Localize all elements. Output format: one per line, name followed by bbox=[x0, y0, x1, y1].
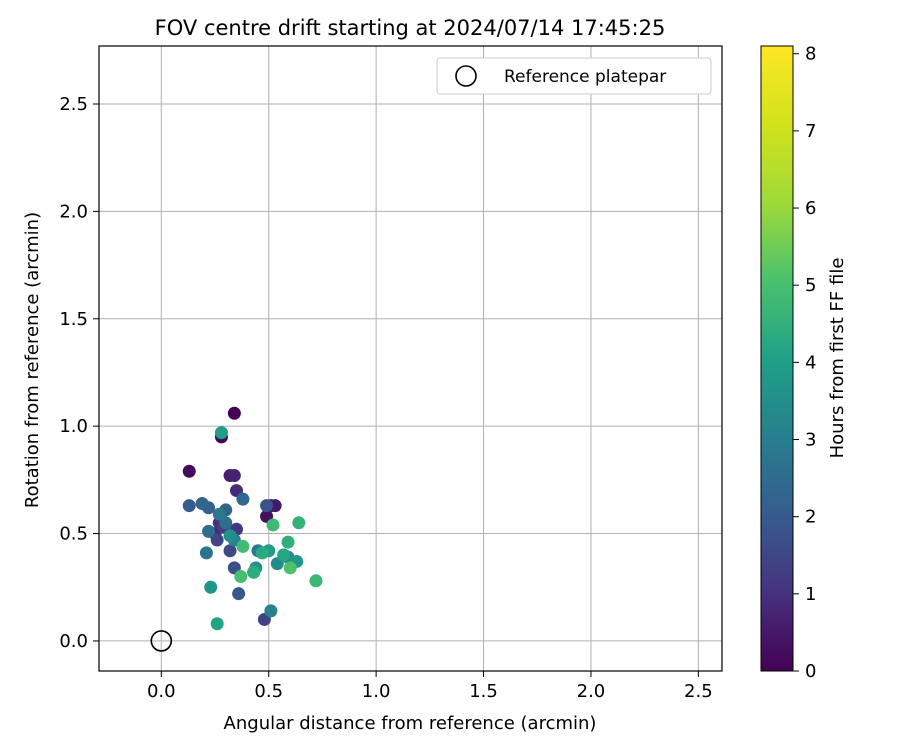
data-point bbox=[236, 539, 250, 553]
data-point bbox=[277, 548, 291, 562]
colorbar-gradient bbox=[760, 45, 794, 672]
y-axis-title: Rotation from reference (arcmin) bbox=[22, 212, 43, 508]
colorbar-tick-label: 1 bbox=[805, 584, 816, 605]
data-point bbox=[234, 569, 248, 583]
grid bbox=[99, 46, 722, 671]
data-point bbox=[199, 546, 213, 560]
data-point bbox=[292, 516, 306, 530]
data-point bbox=[264, 604, 278, 618]
data-points bbox=[182, 406, 323, 631]
data-point bbox=[255, 546, 269, 560]
reference-platepar-marker bbox=[150, 630, 173, 652]
colorbar-tick-label: 7 bbox=[805, 121, 816, 142]
data-point bbox=[195, 496, 209, 510]
x-axis: 0.0 0.5 1.0 1.5 2.0 2.5 bbox=[147, 671, 713, 702]
data-point bbox=[227, 406, 241, 420]
data-point bbox=[202, 524, 216, 538]
chart-title: FOV centre drift starting at 2024/07/14 … bbox=[155, 16, 666, 40]
data-point bbox=[281, 535, 295, 549]
data-point bbox=[232, 587, 246, 601]
legend-box bbox=[436, 57, 712, 95]
data-point bbox=[214, 426, 228, 440]
y-axis: 0.0 0.5 1.0 1.5 2.0 2.5 bbox=[59, 94, 99, 652]
x-axis-title: Angular distance from reference (arcmin) bbox=[224, 713, 597, 734]
data-point bbox=[204, 580, 218, 594]
plot-background bbox=[99, 46, 722, 671]
data-point bbox=[247, 565, 261, 579]
data-point bbox=[182, 499, 196, 513]
colorbar-title: Hours from first FF file bbox=[827, 258, 848, 459]
plot-area bbox=[98, 45, 723, 672]
colorbar-tick-label: 0 bbox=[805, 661, 816, 682]
data-point bbox=[223, 529, 237, 543]
legend: Reference platepar bbox=[436, 57, 712, 95]
colorbar-tick-label: 2 bbox=[805, 507, 816, 528]
y-tick-label: 0.5 bbox=[59, 524, 88, 545]
x-tick-label: 2.5 bbox=[684, 681, 713, 702]
data-point bbox=[236, 492, 250, 506]
data-point bbox=[283, 561, 297, 575]
y-tick-label: 2.5 bbox=[59, 94, 88, 115]
plot-frame bbox=[98, 45, 723, 672]
x-tick-label: 2.0 bbox=[577, 681, 606, 702]
colorbar-tick-label: 8 bbox=[805, 44, 816, 65]
y-tick-label: 0.0 bbox=[59, 631, 88, 652]
data-point bbox=[260, 499, 274, 513]
data-point bbox=[212, 507, 226, 521]
x-tick-label: 0.0 bbox=[147, 681, 176, 702]
x-tick-label: 1.5 bbox=[469, 681, 498, 702]
y-tick-label: 1.0 bbox=[59, 416, 88, 437]
colorbar-tick-label: 6 bbox=[805, 198, 816, 219]
data-point bbox=[182, 464, 196, 478]
colorbar-tick-label: 4 bbox=[805, 352, 816, 373]
colorbar-tick-label: 5 bbox=[805, 275, 816, 296]
y-tick-label: 1.5 bbox=[59, 309, 88, 330]
colorbar-tick-label: 3 bbox=[805, 430, 816, 451]
data-point bbox=[266, 518, 280, 532]
colorbar: 0 1 2 3 4 5 6 7 8 Hours from first FF file bbox=[760, 44, 848, 682]
legend-marker bbox=[455, 65, 477, 87]
legend-label: Reference platepar bbox=[504, 67, 666, 87]
data-point bbox=[309, 574, 323, 588]
x-tick-label: 0.5 bbox=[254, 681, 283, 702]
data-point bbox=[227, 469, 241, 483]
y-tick-label: 2.0 bbox=[59, 201, 88, 222]
x-tick-label: 1.0 bbox=[362, 681, 391, 702]
colorbar-ticks: 0 1 2 3 4 5 6 7 8 bbox=[793, 44, 816, 682]
data-point bbox=[210, 533, 224, 547]
data-point bbox=[223, 544, 237, 558]
data-point bbox=[210, 617, 224, 631]
